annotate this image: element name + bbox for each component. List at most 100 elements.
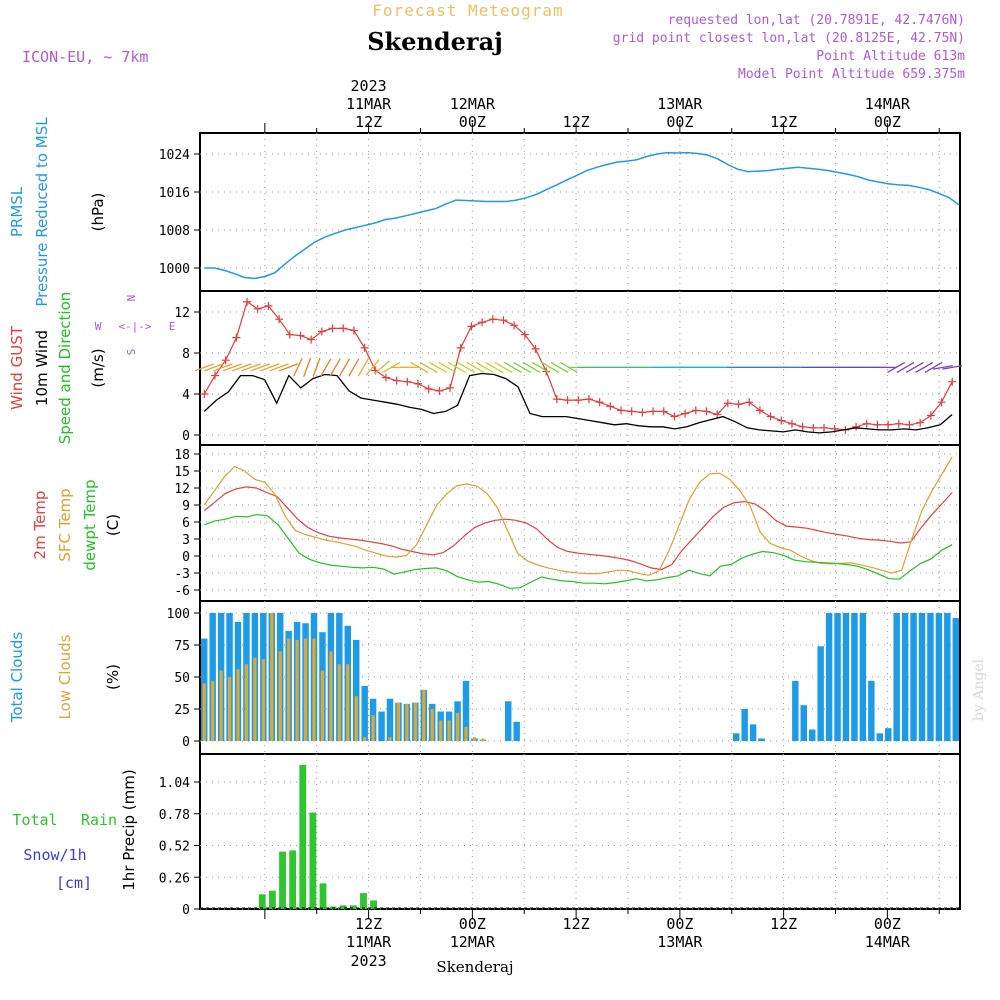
gust-marker <box>787 419 796 428</box>
total-cloud-bar <box>885 728 892 741</box>
wind-arrow <box>320 358 332 377</box>
y-tick-label: 1016 <box>159 186 190 201</box>
wind-arrow <box>466 361 485 373</box>
panel-frame <box>199 753 961 910</box>
wind-arrow <box>531 361 550 373</box>
wind-arrow <box>447 361 466 373</box>
legend-sfc-temp: SFC Temp <box>56 488 74 561</box>
wind-arrow <box>932 364 953 370</box>
gust-marker <box>691 406 700 415</box>
gust-marker <box>574 396 583 405</box>
panel-2: -6 -3 0 3 6 9 12 15 18 <box>174 444 961 602</box>
wind-arrow <box>485 361 504 373</box>
rain-bar <box>258 894 266 909</box>
total-cloud-bar <box>817 646 824 741</box>
total-cloud-bar <box>927 613 934 741</box>
legend-10m-wind: 10m Wind <box>33 330 51 406</box>
ylabel-pressure: (hPa) <box>89 193 107 232</box>
total-cloud-bar <box>809 729 816 741</box>
total-cloud-bar <box>749 724 757 741</box>
y-tick-label: 0.26 <box>159 871 190 886</box>
ylabel-precip: 1hr Precip (mm) <box>120 769 138 890</box>
total-cloud-bar <box>918 613 926 741</box>
total-cloud-bar <box>758 738 765 741</box>
gust-marker <box>584 395 593 404</box>
total-cloud-bar <box>859 613 867 741</box>
wind-arrow <box>373 360 391 375</box>
legend-gust: Wind GUST <box>8 325 26 410</box>
gust-marker <box>670 412 679 421</box>
compass-s: S <box>125 349 138 356</box>
panels: 100010081016102404812-6-3036912151802550… <box>8 117 963 918</box>
wind-arrow <box>213 363 233 372</box>
y-tick-label: 1024 <box>159 148 190 163</box>
gust-marker <box>627 407 636 416</box>
wind-arrow <box>194 363 214 372</box>
panel-frame <box>199 444 961 602</box>
panel-4: 0 0.26 0.52 0.78 1.04 <box>159 753 961 918</box>
total-cloud-bar <box>842 613 850 741</box>
total-cloud-bar <box>901 613 909 741</box>
wind-arrow <box>269 363 289 372</box>
gust-marker <box>510 321 519 330</box>
rain-bars <box>200 764 960 909</box>
low-cloud-bar <box>295 639 299 741</box>
point-altitude: Point Altitude 613m <box>816 49 965 64</box>
total-cloud-bar <box>353 639 360 741</box>
wind-arrow <box>887 361 906 373</box>
wind-arrow <box>410 361 429 373</box>
low-cloud-bar <box>278 651 282 741</box>
gust-marker <box>894 419 903 428</box>
y-tick-label: 0 <box>182 903 190 918</box>
low-cloud-bar <box>202 683 206 741</box>
total-cloud-bar <box>209 613 216 741</box>
low-cloud-bar <box>439 720 443 741</box>
y-tick-label: 9 <box>182 499 190 514</box>
legend-cm: [cm] <box>56 874 92 892</box>
wind-arrow <box>522 361 541 373</box>
wind-arrow <box>905 361 924 373</box>
y-tick-label: 15 <box>174 465 190 480</box>
gust-marker <box>820 423 829 432</box>
low-cloud-bar <box>413 702 417 741</box>
wind-arrow <box>896 361 915 373</box>
gust-marker <box>221 356 230 365</box>
low-cloud-bar <box>211 680 215 741</box>
header: Forecast Meteogram Skenderaj ICON-EU, ~ … <box>22 1 987 976</box>
station-title: Skenderaj <box>367 27 503 56</box>
rain-bar <box>269 890 276 909</box>
gust-marker <box>595 398 604 407</box>
wind-arrow <box>494 361 513 373</box>
low-cloud-bar <box>253 657 257 741</box>
bottom-date-label: 14MAR <box>865 933 911 951</box>
wind-arrow <box>260 363 280 372</box>
top-hour-label: 12Z <box>355 113 382 131</box>
total-cloud-bar <box>876 733 883 741</box>
total-cloud-bar <box>733 733 740 741</box>
y-tick-label: 1008 <box>159 224 190 239</box>
gust-marker <box>734 400 743 409</box>
ylabel-clouds: (%) <box>104 664 122 690</box>
bottom-hour-label: 00Z <box>666 915 693 933</box>
gust-marker <box>414 379 423 388</box>
wind-arrow <box>513 361 532 373</box>
low-cloud-bar <box>261 659 265 741</box>
legend-low-clouds: Low Clouds <box>56 634 74 719</box>
gust-marker <box>948 377 957 386</box>
low-cloud-bar <box>219 670 223 741</box>
y-tick-label: 18 <box>174 448 190 463</box>
gust-marker <box>296 331 305 340</box>
rain-bar <box>319 883 327 909</box>
top-hour-label: 00Z <box>666 113 693 131</box>
bottom-hour-label: 00Z <box>874 915 901 933</box>
gust-marker <box>884 420 893 429</box>
gust-marker <box>328 324 337 333</box>
forecast-meteogram-subtitle: Forecast Meteogram <box>372 1 563 20</box>
top-hour-label: 12Z <box>563 113 590 131</box>
total-cloud-bar <box>851 613 858 741</box>
total-cloud-bar <box>800 705 807 741</box>
gust-marker <box>905 420 914 429</box>
gust-marker <box>563 396 572 405</box>
low-cloud-bar <box>447 720 451 741</box>
gust-marker <box>349 326 358 335</box>
